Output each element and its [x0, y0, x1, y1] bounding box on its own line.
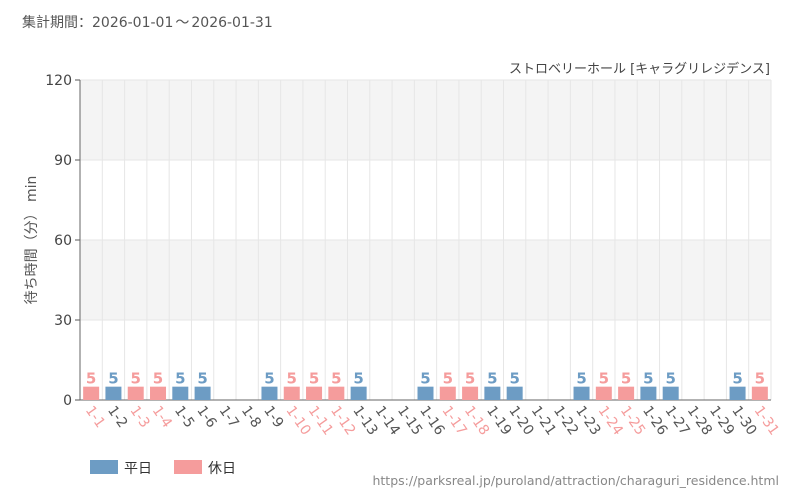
bar-value-label: 5	[599, 370, 609, 388]
bar-value-label: 5	[665, 370, 675, 388]
x-tick-label: 1-9	[260, 403, 286, 431]
bar-value-label: 5	[732, 370, 742, 388]
bar-value-label: 5	[509, 370, 519, 388]
period-end-date: 2026-01-31	[191, 15, 273, 31]
bar-value-label: 5	[443, 370, 453, 388]
bar	[595, 386, 612, 400]
bar	[150, 386, 167, 400]
bar	[751, 386, 768, 400]
grid-band	[80, 240, 771, 320]
bar-value-label: 5	[108, 370, 118, 388]
bar-value-label: 5	[86, 370, 96, 388]
grid-band	[80, 80, 771, 160]
bar-value-label: 5	[331, 370, 341, 388]
x-tick-label: 1-6	[193, 403, 219, 431]
x-tick-label: 1-4	[149, 403, 175, 431]
bar-value-label: 5	[153, 370, 163, 388]
period-start-date: 2026-01-01	[92, 15, 174, 31]
source-url: https://parksreal.jp/puroland/attraction…	[372, 473, 779, 488]
bar	[573, 386, 590, 400]
bar-value-label: 5	[487, 370, 497, 388]
bar-value-label: 5	[197, 370, 207, 388]
attraction-name: ストロベリーホール [キャラグリレジデンス]	[508, 62, 770, 77]
y-tick-label: 0	[63, 393, 72, 409]
bar	[261, 386, 278, 400]
y-tick-label: 120	[45, 73, 72, 89]
bar	[662, 386, 679, 400]
bar	[172, 386, 189, 400]
bar	[729, 386, 746, 400]
bar	[105, 386, 122, 400]
bar-value-label: 5	[576, 370, 586, 388]
bar	[506, 386, 523, 400]
bar-value-label: 5	[420, 370, 430, 388]
bar	[439, 386, 456, 400]
y-axis-title: 待ち時間（分） min	[24, 176, 40, 305]
aggregation-period: 集計期間：2026-01-01 〜 2026-01-31	[22, 12, 273, 32]
y-tick-label: 60	[54, 233, 72, 249]
legend-label-weekday: 平日	[124, 461, 152, 477]
x-tick-label: 1-7	[216, 403, 242, 431]
x-tick-label: 1-5	[171, 403, 197, 431]
y-tick-label: 30	[54, 313, 72, 329]
x-tick-label: 1-31	[751, 403, 782, 438]
bar	[127, 386, 144, 400]
bar-value-label: 5	[264, 370, 274, 388]
legend-swatch-weekday	[90, 460, 118, 474]
bar	[194, 386, 211, 400]
bar	[417, 386, 434, 400]
x-tick-label: 1-2	[104, 403, 130, 431]
bar	[484, 386, 501, 400]
bar	[462, 386, 479, 400]
x-tick-label: 1-1	[82, 403, 108, 431]
period-label: 集計期間：	[22, 15, 92, 31]
bar-value-label: 5	[131, 370, 141, 388]
bar	[306, 386, 323, 400]
period-separator: 〜	[175, 15, 190, 31]
y-tick-label: 90	[54, 153, 72, 169]
bar	[618, 386, 635, 400]
x-tick-label: 1-8	[238, 403, 264, 431]
bar	[350, 386, 367, 400]
x-tick-label: 1-3	[126, 403, 152, 431]
bar-value-label: 5	[643, 370, 653, 388]
bar	[83, 386, 100, 400]
bar-value-label: 5	[621, 370, 631, 388]
bar-value-label: 5	[309, 370, 319, 388]
legend-label-holiday: 休日	[208, 461, 236, 477]
bar	[640, 386, 657, 400]
bar-value-label: 5	[465, 370, 475, 388]
legend-swatch-holiday	[174, 460, 202, 474]
bar-value-label: 5	[353, 370, 363, 388]
bar	[283, 386, 300, 400]
bar	[328, 386, 345, 400]
bar-value-label: 5	[287, 370, 297, 388]
bar-value-label: 5	[755, 370, 765, 388]
bar-value-label: 5	[175, 370, 185, 388]
